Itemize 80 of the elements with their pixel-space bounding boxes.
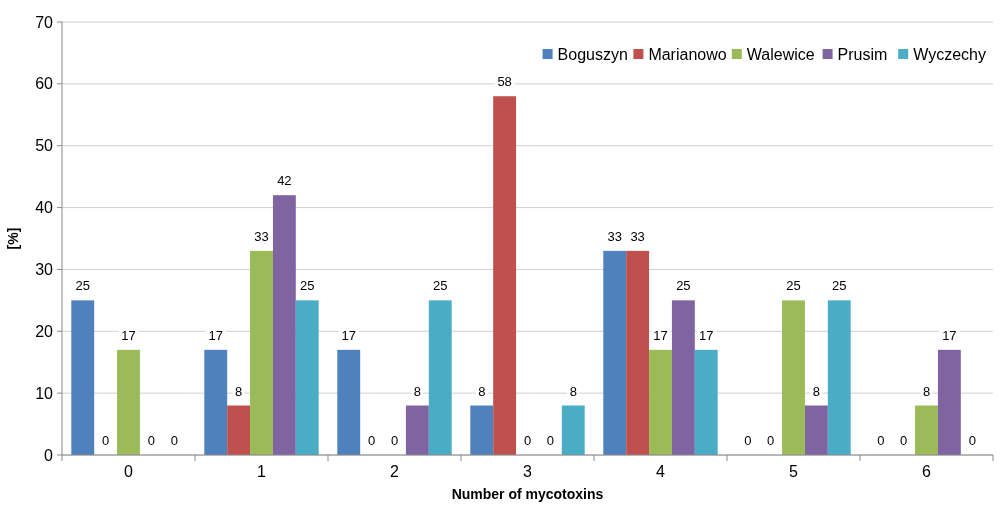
data-label: 42	[277, 173, 292, 189]
data-label: 0	[147, 433, 155, 448]
bar	[937, 349, 961, 455]
data-label: 0	[170, 433, 178, 448]
data-label: 8	[413, 383, 421, 399]
y-tick-label: 40	[35, 199, 54, 217]
data-label: 0	[102, 433, 110, 448]
data-label: 17	[341, 327, 356, 343]
bar	[649, 349, 672, 455]
bar	[470, 405, 494, 455]
data-label: 0	[390, 433, 399, 448]
y-tick-label: 50	[35, 137, 54, 155]
bar	[603, 250, 627, 455]
bar	[272, 195, 296, 455]
bar	[295, 300, 319, 455]
data-label: 17	[942, 327, 957, 343]
data-label: 8	[812, 383, 820, 399]
bar	[694, 349, 718, 455]
x-tick-label: 6	[922, 463, 932, 480]
x-tick-label: 3	[523, 463, 533, 480]
y-axis-title: [%]	[5, 227, 21, 250]
data-label: 25	[433, 278, 448, 294]
data-label: 0	[900, 433, 908, 448]
data-label: 0	[523, 433, 532, 448]
data-label: 33	[254, 228, 269, 244]
data-label: 25	[676, 278, 691, 294]
legend-label: Wyczechy	[913, 45, 986, 63]
data-label: 8	[569, 383, 577, 399]
y-tick-label: 60	[35, 75, 54, 93]
data-label: 25	[75, 278, 90, 294]
bar	[804, 405, 828, 455]
data-label: 25	[300, 278, 315, 294]
bar	[227, 405, 251, 455]
data-label: 17	[208, 327, 223, 343]
x-tick-label: 5	[789, 463, 799, 480]
y-tick-label: 10	[35, 384, 54, 402]
bar	[915, 405, 938, 455]
legend-label: Walewice	[746, 45, 815, 63]
data-label: 0	[767, 433, 775, 448]
data-label: 25	[832, 278, 847, 294]
data-label: 8	[235, 383, 243, 399]
data-label: 17	[121, 327, 136, 343]
y-tick-label: 20	[35, 322, 54, 340]
bar	[827, 300, 851, 455]
x-tick-label: 2	[390, 463, 400, 480]
bar	[117, 349, 140, 455]
x-tick-label: 1	[257, 463, 267, 480]
data-label: 17	[699, 327, 714, 343]
x-tick-label: 0	[124, 463, 134, 480]
data-label: 25	[786, 278, 801, 294]
data-label: 8	[922, 383, 931, 399]
data-label: 0	[368, 433, 376, 448]
bar	[405, 405, 429, 455]
legend-label: Marianowo	[648, 45, 727, 63]
legend-label: Boguszyn	[557, 45, 628, 63]
bar	[493, 96, 517, 455]
y-tick-label: 70	[35, 13, 54, 31]
y-tick-label: 30	[35, 261, 54, 279]
x-axis-title: Number of mycotoxins	[451, 486, 604, 502]
data-label: 33	[607, 228, 622, 244]
data-label: 0	[877, 433, 885, 448]
data-label: 0	[546, 433, 554, 448]
data-label: 33	[630, 228, 645, 244]
bar	[428, 300, 452, 455]
bar	[626, 250, 650, 455]
bar	[337, 349, 361, 455]
data-label: 8	[478, 383, 486, 399]
bar	[671, 300, 695, 455]
data-label: 0	[968, 433, 976, 448]
bar	[782, 300, 805, 455]
data-label: 0	[744, 433, 752, 448]
data-label: 17	[653, 327, 668, 343]
bar	[204, 349, 228, 455]
y-tick-label: 0	[44, 446, 54, 464]
bar	[71, 300, 95, 455]
bar	[250, 250, 273, 455]
x-tick-label: 4	[656, 463, 666, 480]
legend-label: Prusim	[837, 45, 888, 63]
data-label: 58	[497, 74, 512, 90]
bar	[561, 405, 585, 455]
